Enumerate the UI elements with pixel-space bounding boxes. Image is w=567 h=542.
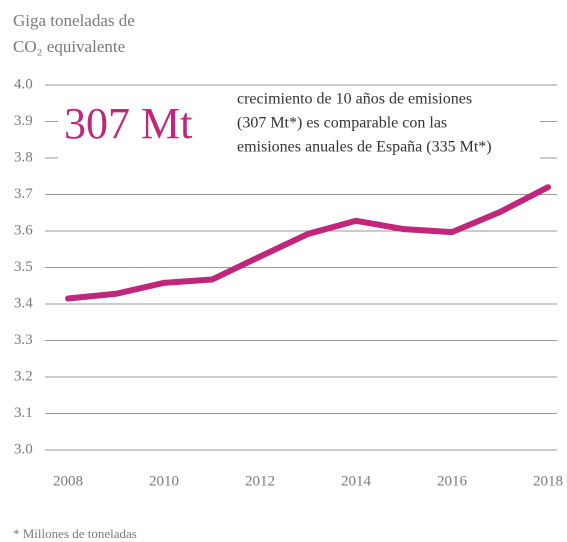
annotation-text: (307 Mt*) es comparable con las — [237, 115, 447, 132]
x-tick-label: 2008 — [53, 473, 83, 489]
footnote: * Millones de toneladas — [13, 526, 137, 541]
y-tick-label: 3.3 — [14, 332, 33, 348]
data-line — [65, 184, 551, 302]
y-tick-label: 3.0 — [14, 441, 33, 457]
annotation-background — [58, 90, 540, 162]
x-tick-label: 2014 — [341, 473, 372, 489]
y-tick-label: 3.7 — [14, 186, 33, 202]
annotation-highlight: 307 Mt — [64, 99, 192, 148]
y-tick-label: 3.8 — [14, 149, 33, 165]
y-tick-label: 3.9 — [14, 113, 33, 129]
y-tick-label: 3.1 — [14, 405, 33, 421]
y-tick-label: 3.5 — [14, 259, 33, 275]
y-tick-label: 3.2 — [14, 368, 33, 384]
y-axis-label: Giga toneladas de — [13, 11, 135, 30]
y-axis-label: CO₂ equivalente — [13, 37, 125, 56]
x-tick-label: 2016 — [437, 473, 468, 489]
x-tick-label: 2018 — [533, 473, 563, 489]
x-tick-label: 2010 — [149, 473, 179, 489]
x-tick-label: 2012 — [245, 473, 275, 489]
y-tick-label: 3.6 — [14, 222, 33, 238]
annotation-text: emisiones anuales de España (335 Mt*) — [237, 139, 492, 156]
annotation-text: crecimiento de 10 años de emisiones — [237, 91, 472, 108]
y-tick-label: 4.0 — [14, 76, 33, 92]
y-tick-label: 3.4 — [14, 295, 33, 311]
